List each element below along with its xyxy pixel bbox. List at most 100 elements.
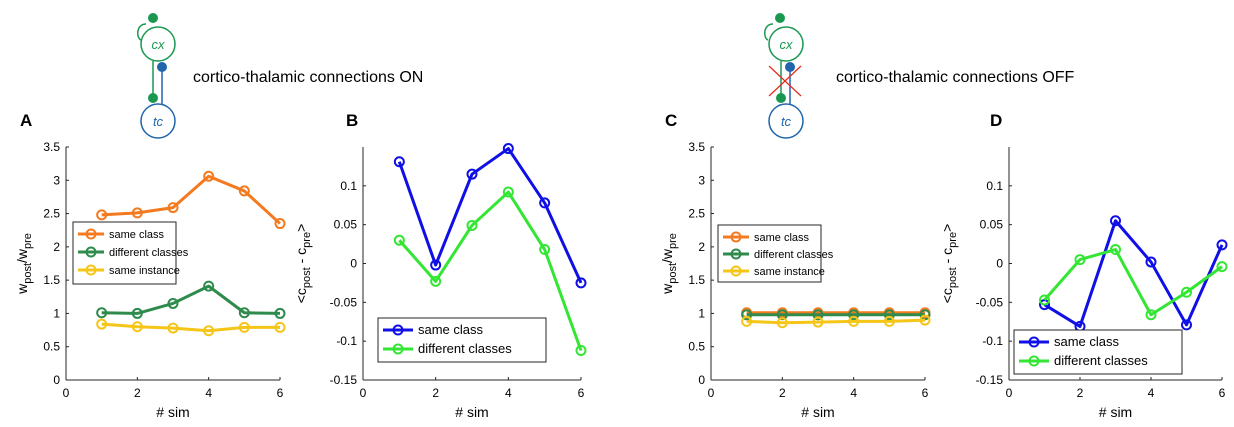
x-tick-label: 2 — [134, 386, 141, 400]
y-tick-label: 2.5 — [688, 207, 705, 221]
x-tick-label: 4 — [1148, 386, 1155, 400]
data-point — [274, 321, 286, 333]
tc-to-cx-bouton — [785, 62, 795, 72]
y-tick-label: 1.5 — [688, 273, 705, 287]
data-point — [96, 209, 108, 221]
y-axis-label: wpost/wpre — [14, 233, 34, 295]
tc-to-cx-bouton — [157, 62, 167, 72]
data-point — [919, 309, 931, 321]
panel-a: A 0 0.5 1 1.5 2 2.5 3 3.5 0 2 4 6 # sim wpost/wpre same… — [14, 111, 286, 420]
y-tick-label: 0 — [996, 257, 1003, 271]
legend-marker — [85, 228, 97, 240]
data-point — [1074, 254, 1086, 266]
x-tick-label: 6 — [277, 386, 284, 400]
panel-c: C 0 0.5 1 1.5 2 2.5 3 3.5 0 2 4 6 # sim wpost/wpre same… — [659, 111, 931, 420]
data-point — [430, 259, 442, 271]
data-point — [274, 218, 286, 230]
panel-letter: B — [346, 111, 358, 130]
data-point — [1216, 239, 1228, 251]
cx-node-label: cx — [152, 37, 166, 52]
data-point — [848, 309, 860, 321]
y-tick-label: 3.5 — [688, 140, 705, 154]
y-tick-label: 0 — [698, 373, 705, 387]
data-point — [430, 275, 442, 287]
y-tick-label: 0.1 — [986, 179, 1003, 193]
data-point — [167, 202, 179, 214]
data-point — [812, 309, 824, 321]
y-tick-label: -0.05 — [976, 295, 1004, 309]
y-tick-label: -0.1 — [336, 334, 357, 348]
data-point — [238, 185, 250, 197]
tc-node-label: tc — [781, 114, 792, 129]
y-axis-label: wpost/wpre — [659, 233, 679, 295]
y-tick-label: 2 — [53, 240, 60, 254]
data-point — [238, 307, 250, 319]
y-tick-label: 1.5 — [43, 273, 60, 287]
data-point — [539, 197, 551, 209]
data-point — [167, 297, 179, 309]
legend-box — [1013, 329, 1183, 375]
y-tick-label: 0.05 — [980, 218, 1004, 232]
cross-line-2 — [768, 65, 802, 97]
legend-marker — [730, 231, 742, 243]
legend-marker — [730, 248, 742, 260]
data-point — [1039, 294, 1050, 306]
legend-label: same class — [754, 232, 810, 244]
data-point — [393, 156, 405, 168]
data-point — [1110, 215, 1121, 227]
legend-label: different classes — [1054, 353, 1148, 368]
data-point — [131, 321, 143, 333]
y-tick-label: 3 — [53, 173, 60, 187]
cx-self-loop-bouton — [148, 13, 158, 23]
data-point — [1181, 319, 1192, 331]
y-axis-label: <cpost - cpre> — [939, 224, 959, 304]
data-point — [393, 234, 405, 246]
x-tick-label: 2 — [779, 386, 786, 400]
data-point — [466, 219, 478, 231]
panel-letter: C — [665, 111, 677, 130]
series-line-0 — [1043, 219, 1224, 328]
x-tick-label: 4 — [850, 386, 857, 400]
data-point — [203, 325, 215, 337]
data-point — [1181, 286, 1192, 298]
x-axis-label: # sim — [455, 404, 488, 420]
data-point — [575, 277, 587, 289]
legend-marker — [85, 264, 97, 276]
cx-to-tc-bouton — [148, 93, 158, 103]
data-point — [1145, 309, 1157, 321]
data-point — [919, 314, 931, 326]
circuit-label-on: cortico-thalamic connections ON — [193, 69, 423, 86]
legend-marker — [730, 265, 742, 277]
x-tick-label: 2 — [432, 386, 439, 400]
data-point — [274, 307, 286, 319]
y-tick-label: 0 — [350, 257, 357, 271]
data-point — [1216, 261, 1228, 273]
circuit-label-off: cortico-thalamic connections OFF — [836, 69, 1075, 86]
tc-node — [140, 103, 176, 139]
data-point — [776, 309, 788, 321]
data-point — [741, 309, 753, 321]
data-point — [203, 170, 215, 182]
y-tick-label: 1 — [53, 306, 60, 320]
legend-label: same instance — [109, 265, 180, 277]
x-tick-label: 2 — [1077, 386, 1084, 400]
circuit-diagram-on: cx tc — [136, 13, 176, 139]
y-axis-label: <cpost - cpre> — [293, 224, 313, 304]
x-tick-label: 0 — [708, 386, 715, 400]
series-line-1 — [398, 190, 583, 351]
cx-to-tc-bouton — [776, 93, 786, 103]
data-point — [883, 315, 895, 327]
series-line-1 — [101, 284, 281, 315]
x-tick-label: 4 — [505, 386, 512, 400]
data-point — [502, 143, 514, 155]
x-tick-label: 0 — [360, 386, 367, 400]
y-tick-label: 0.5 — [43, 340, 60, 354]
x-axis-label: # sim — [156, 404, 189, 420]
x-tick-label: 6 — [922, 386, 929, 400]
data-point — [1039, 299, 1050, 311]
x-tick-label: 6 — [1219, 386, 1226, 400]
y-tick-label: -0.15 — [976, 373, 1004, 387]
cx-self-loop — [763, 23, 774, 41]
y-tick-label: 0.5 — [688, 340, 705, 354]
legend-marker — [392, 324, 404, 336]
